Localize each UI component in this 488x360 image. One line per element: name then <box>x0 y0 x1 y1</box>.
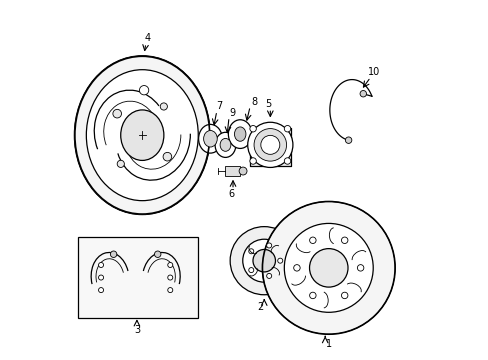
Circle shape <box>249 126 256 132</box>
Ellipse shape <box>76 57 208 213</box>
Ellipse shape <box>262 202 394 334</box>
Circle shape <box>277 258 282 263</box>
Text: 5: 5 <box>265 99 271 109</box>
Ellipse shape <box>74 55 210 215</box>
Ellipse shape <box>86 70 198 201</box>
Circle shape <box>357 265 363 271</box>
Circle shape <box>160 103 167 110</box>
Circle shape <box>110 251 117 257</box>
Bar <box>249 128 290 166</box>
Text: 4: 4 <box>144 33 150 43</box>
Text: 2: 2 <box>257 302 263 312</box>
Circle shape <box>293 265 300 271</box>
Text: 10: 10 <box>367 67 380 77</box>
Circle shape <box>167 262 172 267</box>
Ellipse shape <box>266 206 390 330</box>
Ellipse shape <box>252 249 275 272</box>
Circle shape <box>266 273 271 278</box>
Circle shape <box>266 243 271 248</box>
Text: 6: 6 <box>228 189 234 199</box>
Circle shape <box>99 262 103 267</box>
Ellipse shape <box>242 239 285 282</box>
Ellipse shape <box>121 110 163 161</box>
Circle shape <box>359 90 366 97</box>
Text: 9: 9 <box>228 108 235 118</box>
Ellipse shape <box>203 131 217 147</box>
Circle shape <box>139 86 148 95</box>
Circle shape <box>117 160 124 167</box>
Ellipse shape <box>264 204 392 332</box>
Ellipse shape <box>234 127 245 141</box>
Circle shape <box>113 109 121 118</box>
Circle shape <box>167 275 172 280</box>
Bar <box>78 237 198 318</box>
Bar <box>224 166 240 176</box>
Ellipse shape <box>220 138 230 151</box>
Ellipse shape <box>215 132 235 157</box>
Text: 3: 3 <box>134 325 140 334</box>
Ellipse shape <box>254 129 286 161</box>
Ellipse shape <box>309 249 347 287</box>
Ellipse shape <box>230 226 298 295</box>
Text: 8: 8 <box>251 97 257 107</box>
Circle shape <box>341 292 347 299</box>
Circle shape <box>284 126 290 132</box>
Circle shape <box>248 267 253 273</box>
Ellipse shape <box>75 56 209 214</box>
Circle shape <box>309 292 315 299</box>
Circle shape <box>99 275 103 280</box>
Text: 7: 7 <box>216 102 222 112</box>
Circle shape <box>154 251 161 257</box>
Circle shape <box>345 137 351 143</box>
Circle shape <box>249 158 256 164</box>
Ellipse shape <box>198 125 222 153</box>
Circle shape <box>309 237 315 243</box>
Text: 1: 1 <box>325 339 331 349</box>
Circle shape <box>167 288 172 293</box>
Ellipse shape <box>260 135 279 154</box>
Ellipse shape <box>228 120 251 148</box>
Ellipse shape <box>75 57 209 214</box>
Circle shape <box>239 167 246 175</box>
Circle shape <box>284 158 290 164</box>
Circle shape <box>341 237 347 243</box>
Circle shape <box>163 152 171 161</box>
Ellipse shape <box>247 122 292 167</box>
Circle shape <box>248 249 253 254</box>
Circle shape <box>99 288 103 293</box>
Ellipse shape <box>284 224 372 312</box>
Ellipse shape <box>268 208 388 328</box>
